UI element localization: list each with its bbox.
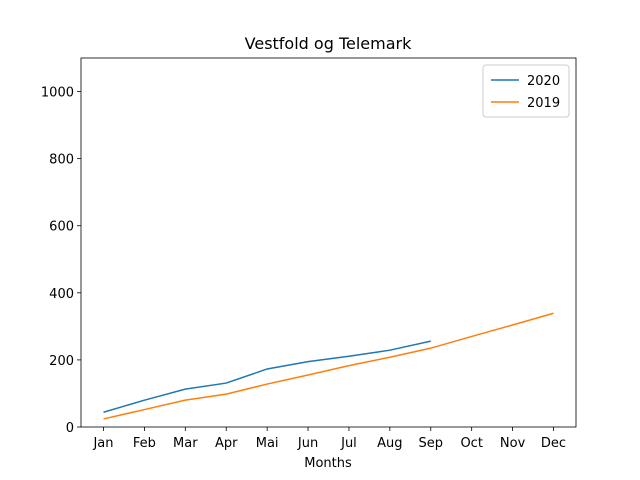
x-tick-label: Jul [340,436,357,451]
x-tick-label: Dec [541,436,566,451]
y-tick-label: 400 [49,287,74,302]
x-tick-label: Jun [297,436,318,451]
x-tick-label: Feb [133,436,156,451]
y-tick-label: 200 [49,354,74,369]
x-tick-label: Mar [173,436,198,451]
plot-frame [80,57,577,428]
data-line [103,312,554,420]
x-tick-label: Nov [500,436,526,451]
y-tick-label: 800 [49,153,74,168]
x-tick-label: Sep [419,436,444,451]
chart-title: Vestfold og Telemark [245,34,412,53]
x-tick-label: Aug [377,436,402,451]
legend-box [482,64,570,118]
legend-label: 2019 [527,96,560,111]
x-tick-label: Apr [215,436,238,451]
legend-label: 2020 [527,74,560,89]
x-tick-label: Jan [92,436,113,451]
x-axis-label: Months [304,456,352,471]
y-tick-label: 1000 [41,86,74,101]
y-tick-label: 0 [66,421,74,436]
data-line [103,340,431,413]
y-tick-label: 600 [49,220,74,235]
x-tick-label: Mai [256,436,279,451]
x-tick-label: Oct [460,436,482,451]
